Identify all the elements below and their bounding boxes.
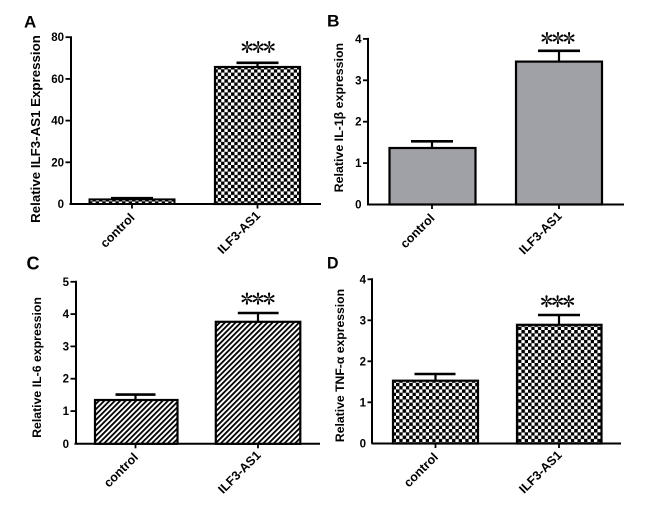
svg-text:0: 0 bbox=[360, 439, 366, 451]
svg-text:20: 20 bbox=[51, 157, 64, 169]
svg-text:0: 0 bbox=[355, 200, 361, 212]
svg-text:Relative IL-1β expression: Relative IL-1β expression bbox=[332, 43, 346, 192]
svg-text:5: 5 bbox=[63, 277, 70, 289]
svg-text:0: 0 bbox=[63, 439, 69, 451]
svg-text:3: 3 bbox=[63, 341, 69, 353]
svg-text:Relative IL-6 expression: Relative IL-6 expression bbox=[30, 297, 44, 438]
svg-text:80: 80 bbox=[51, 32, 64, 44]
svg-text:A: A bbox=[24, 13, 36, 32]
svg-text:4: 4 bbox=[63, 309, 70, 321]
svg-text:2: 2 bbox=[63, 374, 69, 386]
svg-text:1: 1 bbox=[63, 406, 70, 418]
svg-text:2: 2 bbox=[360, 356, 366, 368]
svg-text:C: C bbox=[27, 254, 40, 274]
svg-text:0: 0 bbox=[58, 199, 64, 211]
svg-text:B: B bbox=[327, 12, 340, 31]
svg-text:1: 1 bbox=[355, 158, 362, 170]
svg-text:1: 1 bbox=[360, 397, 367, 409]
svg-text:3: 3 bbox=[360, 315, 366, 327]
svg-text:Relative TNF-α expression: Relative TNF-α expression bbox=[333, 289, 347, 442]
svg-text:2: 2 bbox=[355, 117, 361, 129]
svg-text:3: 3 bbox=[355, 75, 361, 87]
svg-text:60: 60 bbox=[51, 74, 64, 86]
svg-text:4: 4 bbox=[360, 274, 367, 286]
svg-text:D: D bbox=[327, 254, 339, 273]
svg-text:40: 40 bbox=[51, 116, 64, 128]
svg-text:4: 4 bbox=[355, 34, 362, 46]
svg-text:Relative ILF3-AS1 Expression: Relative ILF3-AS1 Expression bbox=[28, 35, 43, 223]
